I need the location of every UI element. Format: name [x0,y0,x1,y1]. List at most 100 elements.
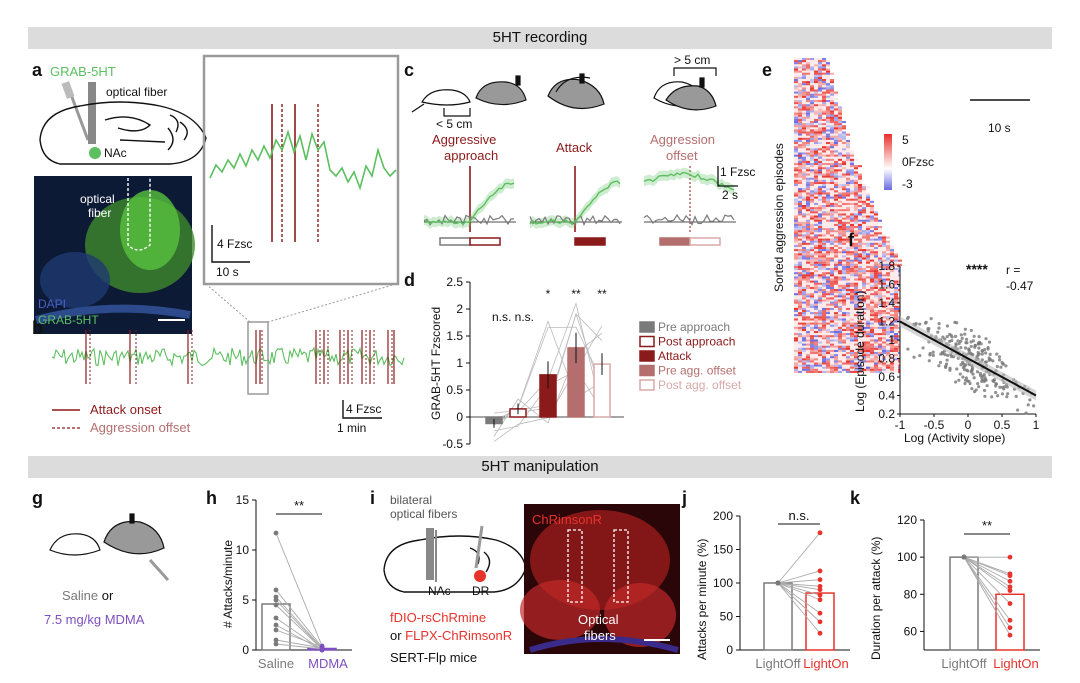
heatmap-cell [878,230,882,233]
heatmap-cell [886,247,890,250]
heatmap-cell [802,160,806,163]
heatmap-cell [794,100,798,103]
heatmap-cell [862,314,866,317]
heatmap-cell [866,291,870,294]
heatmap-cell [814,173,818,176]
heatmap-cell [802,297,806,300]
heatmap-cell [854,230,858,233]
scatter-point [968,381,972,386]
heatmap-cell [814,240,818,243]
heatmap-cell [810,249,814,252]
heatmap-cell [854,263,858,266]
heatmap-cell [794,303,798,306]
heatmap-cell [894,276,898,279]
heatmap-cell [838,272,842,275]
heatmap-cell [834,268,838,271]
heatmap-cell [814,341,818,344]
heatmap-cell [850,322,854,325]
heatmap-cell [798,326,802,329]
heatmap-cell [854,318,858,321]
heatmap-cell [798,221,802,224]
heatmap-cell [838,282,842,285]
heatmap-cell [814,211,818,214]
heatmap-cell [890,284,894,287]
heatmap-cell [830,322,834,325]
heatmap-cell [810,74,814,77]
heatmap-cell [890,339,894,342]
heatmap-cell [866,345,870,348]
heatmap-cell [818,221,822,224]
heatmap-cell [854,244,858,247]
heatmap-cell [826,150,830,153]
y-tick-label: 1 [456,356,463,370]
heatmap-cell [814,76,818,79]
heatmap-cell [794,106,798,109]
heatmap-cell [810,320,814,323]
heatmap-cell [826,171,830,174]
heatmap-cell [850,278,854,281]
heatmap-cell [826,217,830,220]
heatmap-cell [878,299,882,302]
heatmap-cell [798,331,802,334]
heatmap-cell [834,331,838,334]
heatmap-cell [802,188,806,191]
heatmap-cell [894,312,898,315]
heatmap-cell [798,188,802,191]
heatmap-cell [818,318,822,321]
heatmap-cell [882,333,886,336]
heatmap-cell [858,307,862,310]
heatmap-cell [886,312,890,315]
heatmap-cell [866,307,870,310]
heatmap-cell [818,320,822,323]
heatmap-cell [798,127,802,130]
heatmap-cell [882,301,886,304]
heatmap-cell [798,68,802,71]
heatmap-cell [862,209,866,212]
heatmap-cell [806,360,810,363]
heatmap-cell [854,240,858,243]
heatmap-cell [870,366,874,369]
heatmap-cell [858,360,862,363]
heatmap-cell [858,349,862,352]
heatmap-cell [834,202,838,205]
heatmap-cell [798,148,802,151]
heatmap-cell [794,125,798,128]
heatmap-cell [822,83,826,86]
section-banner-recording: 5HT recording [28,27,1052,49]
heatmap-cell [830,366,834,369]
heatmap-cell [826,200,830,203]
heatmap-cell [890,310,894,313]
heatmap-cell [810,165,814,168]
heatmap-cell [806,118,810,121]
heatmap-cell [874,215,878,218]
heatmap-cell [810,207,814,210]
heatmap-cell [826,366,830,369]
heatmap-cell [798,179,802,182]
heatmap-cell [794,261,798,264]
heatmap-cell [874,223,878,226]
heatmap-cell [854,221,858,224]
heatmap-cell [878,251,882,254]
heatmap-cell [838,257,842,260]
heatmap-cell [798,129,802,132]
heatmap-cell [878,345,882,348]
heatmap-cell [806,238,810,241]
heatmap-cell [834,307,838,310]
heatmap-cell [834,158,838,161]
panel-i-dr: DR [472,584,490,598]
scatter-point [959,333,963,337]
heatmap-cell [810,278,814,281]
scatter-point [918,322,922,326]
heatmap-cell [846,263,850,266]
heatmap-cell [890,320,894,323]
heatmap-cell [862,228,866,231]
heatmap-cell [810,263,814,266]
heatmap-cell [878,354,882,357]
heatmap-cell [830,79,834,82]
scatter-point [955,367,959,371]
heatmap-cell [886,328,890,331]
heatmap-cell [826,64,830,67]
heatmap-cell [826,165,830,168]
data-point-lighton [817,597,823,603]
heatmap-cell [858,295,862,298]
